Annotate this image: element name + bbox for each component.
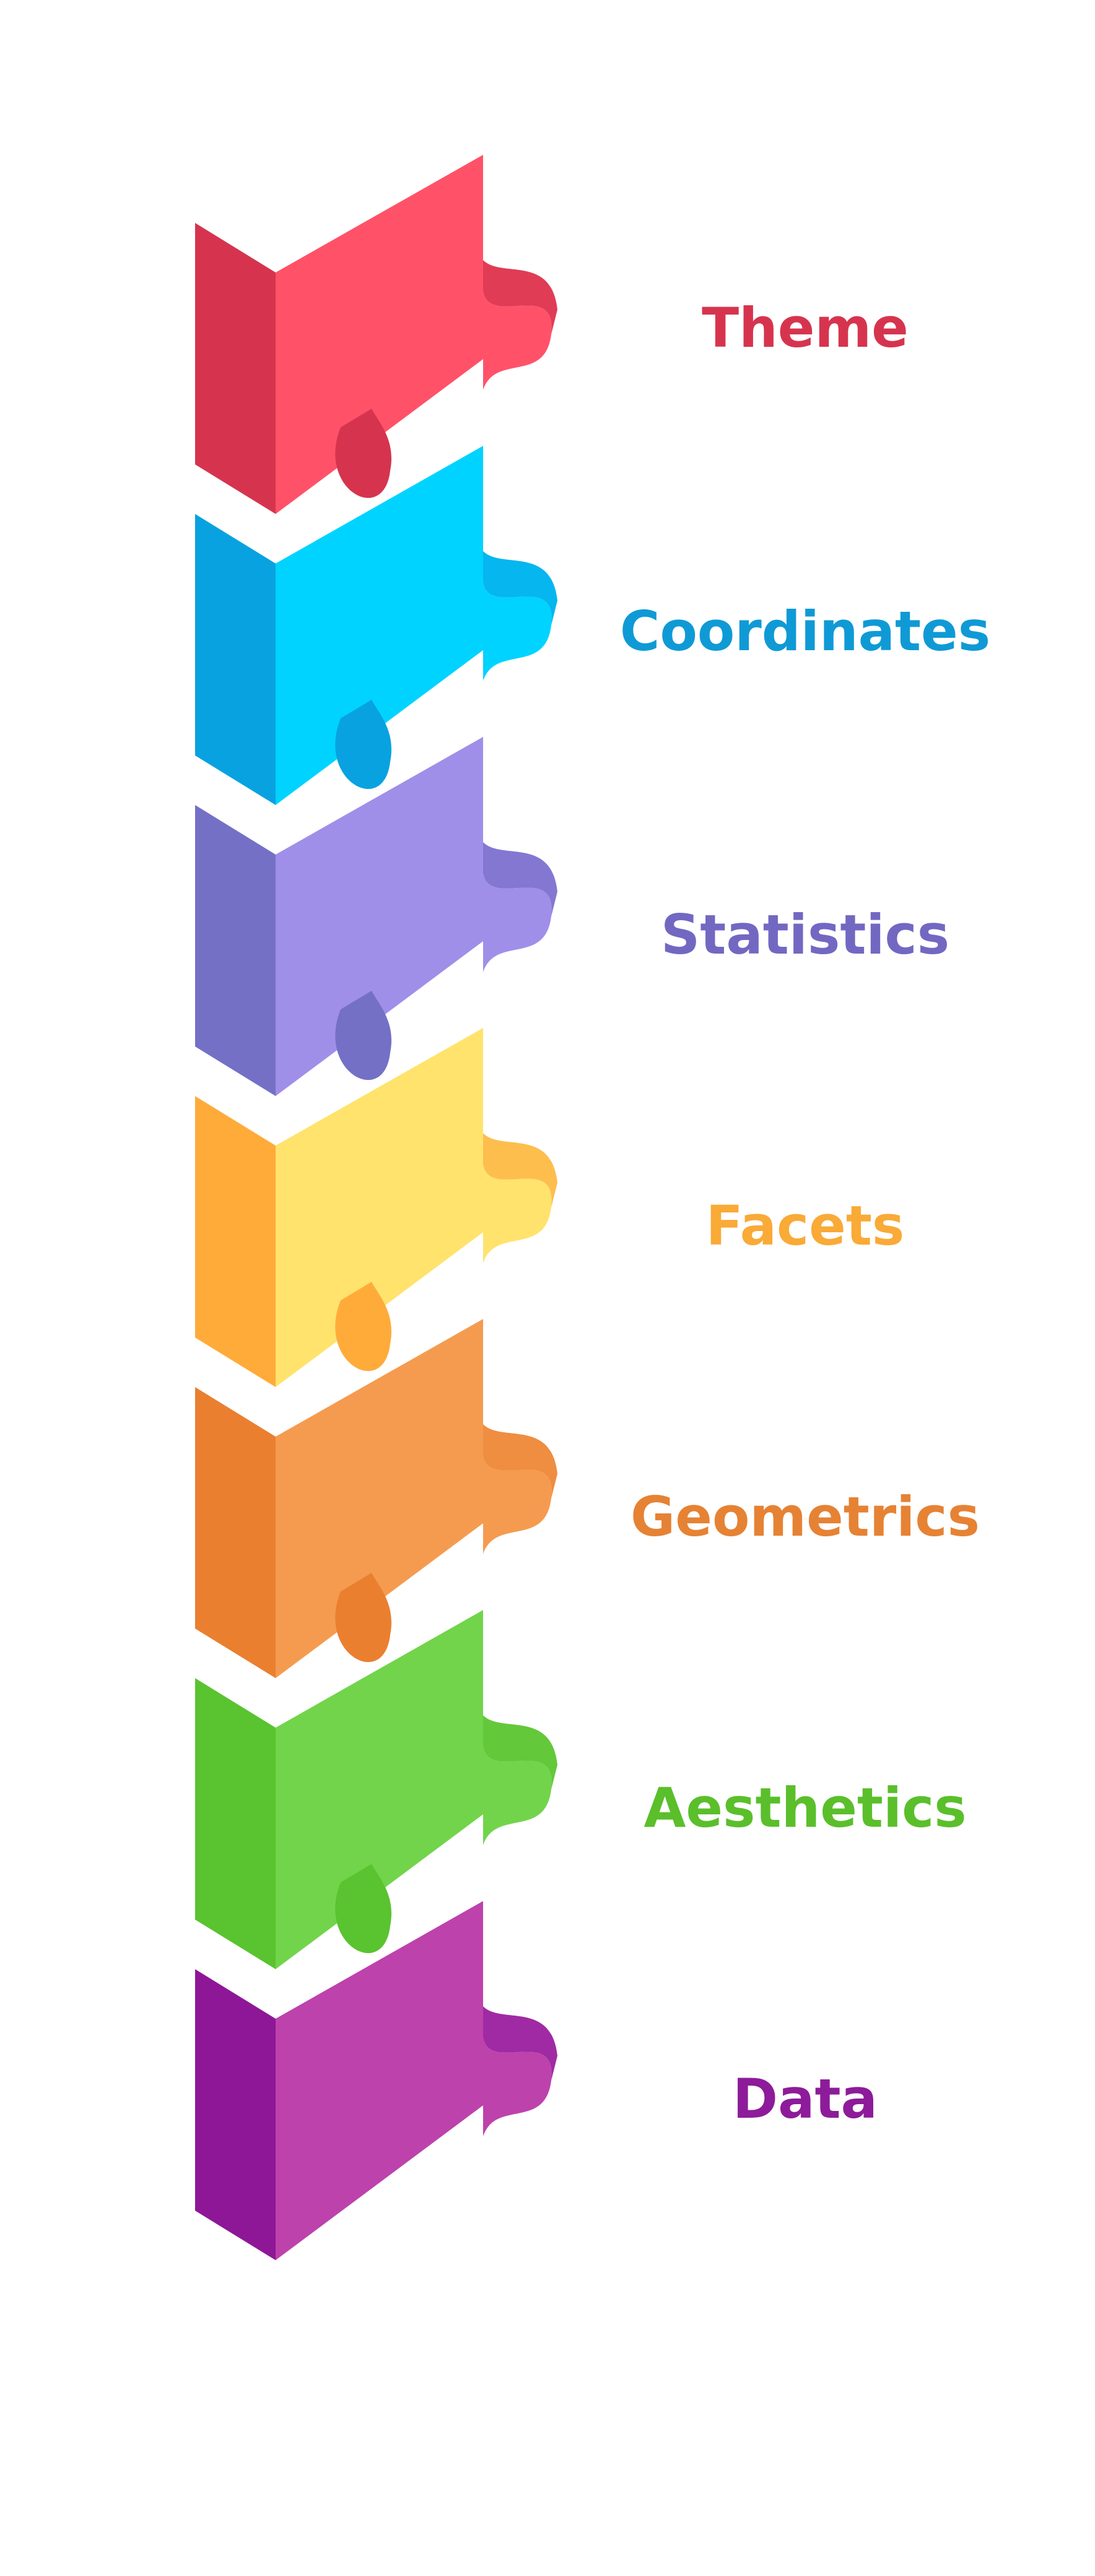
piece-tab-aesthetics (483, 1715, 557, 1790)
puzzle-piece-facets (195, 1028, 557, 1387)
puzzle-piece-data (195, 1901, 557, 2260)
layer-label-theme: Theme (702, 296, 909, 360)
layer-label-facets: Facets (705, 1194, 905, 1258)
puzzle-piece-aesthetics (195, 1610, 557, 1969)
piece-tab-data (483, 2006, 557, 2081)
piece-knob-coordinates (335, 700, 392, 790)
piece-front-statistics (276, 737, 552, 1096)
piece-side-data (195, 1969, 276, 2260)
piece-side-facets (195, 1096, 276, 1387)
puzzle-piece-statistics (195, 737, 557, 1096)
puzzle-piece-coordinates (195, 446, 557, 805)
piece-side-coordinates (195, 514, 276, 805)
layer-label-aesthetics: Aesthetics (643, 1776, 967, 1840)
puzzle-piece-theme (195, 155, 557, 514)
piece-side-geometrics (195, 1387, 276, 1678)
piece-side-theme (195, 223, 276, 514)
piece-tab-geometrics (483, 1424, 557, 1499)
piece-front-theme (276, 155, 552, 514)
puzzle-piece-geometrics (195, 1319, 557, 1678)
layer-label-data: Data (733, 2067, 878, 2131)
piece-tab-statistics (483, 842, 557, 916)
piece-knob-facets (335, 1282, 392, 1372)
piece-front-facets (276, 1028, 552, 1387)
piece-tab-facets (483, 1133, 557, 1208)
piece-front-data (276, 1901, 552, 2260)
piece-front-coordinates (276, 446, 552, 805)
piece-knob-theme (335, 409, 392, 498)
piece-knob-statistics (335, 991, 392, 1081)
piece-tab-coordinates (483, 551, 557, 625)
piece-side-aesthetics (195, 1678, 276, 1969)
layer-label-geometrics: Geometrics (630, 1485, 980, 1549)
piece-knob-aesthetics (335, 1864, 392, 1954)
layer-label-coordinates: Coordinates (619, 599, 991, 663)
piece-front-aesthetics (276, 1610, 552, 1969)
piece-tab-theme (483, 260, 557, 334)
layer-label-statistics: Statistics (660, 903, 950, 967)
piece-front-geometrics (276, 1319, 552, 1678)
piece-side-statistics (195, 805, 276, 1096)
piece-knob-geometrics (335, 1573, 392, 1663)
